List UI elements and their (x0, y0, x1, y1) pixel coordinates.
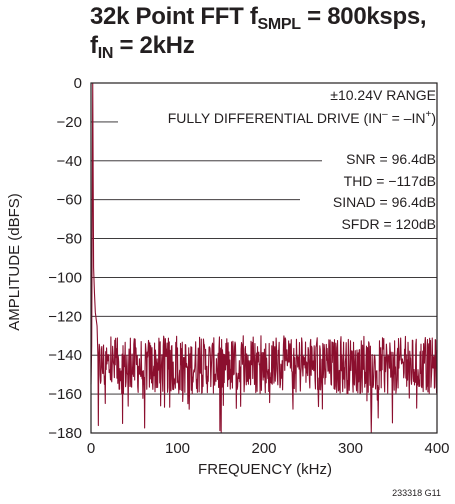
y-tick-labels: 0 −20 −40 −60 −80 −100 −120 −140 −160 −180 (48, 75, 82, 442)
gridlines (91, 121, 437, 395)
drive-annotation: FULLY DIFFERENTIAL DRIVE (IN– = –IN+) (168, 109, 436, 126)
plot-frame (90, 82, 438, 434)
title-line-2: fIN = 2kHz (90, 32, 195, 62)
y-tick-label: −60 (57, 192, 82, 209)
fft-series-line (90, 82, 438, 433)
y-tick-label: −160 (48, 386, 82, 403)
y-tick-label: 0 (74, 75, 82, 92)
y-tick-label: −180 (48, 425, 82, 442)
x-axis-label: FREQUENCY (kHz) (198, 461, 332, 478)
fft-trace (90, 82, 438, 433)
sinad-annotation: SINAD = 96.4dB (333, 194, 436, 210)
x-tick-label: 100 (165, 440, 190, 457)
snr-annotation: SNR = 96.4dB (346, 151, 436, 167)
x-tick-label: 400 (424, 440, 449, 457)
range-annotation: ±10.24V RANGE (330, 87, 436, 103)
x-tick-label: 200 (251, 440, 276, 457)
y-tick-label: −40 (57, 153, 82, 170)
y-tick-label: −20 (57, 114, 82, 131)
x-tick-label: 0 (87, 440, 95, 457)
thd-annotation: THD = −117dB (344, 173, 436, 189)
y-axis-label: AMPLITUDE (dBFS) (6, 193, 23, 331)
y-tick-label: −120 (48, 308, 82, 325)
sfdr-annotation: SFDR = 120dB (341, 216, 436, 232)
x-tick-labels: 0 100 200 300 400 (87, 440, 450, 457)
y-tick-label: −140 (48, 347, 82, 364)
figure-id: 233318 G11 (392, 488, 441, 498)
y-tick-label: −80 (57, 231, 82, 248)
chart-title: 32k Point FFT fSMPL = 800ksps, fIN = 2kH… (90, 2, 452, 62)
x-tick-label: 300 (338, 440, 363, 457)
y-tick-label: −100 (48, 269, 82, 286)
title-line-1: 32k Point FFT fSMPL = 800ksps, (90, 3, 427, 33)
